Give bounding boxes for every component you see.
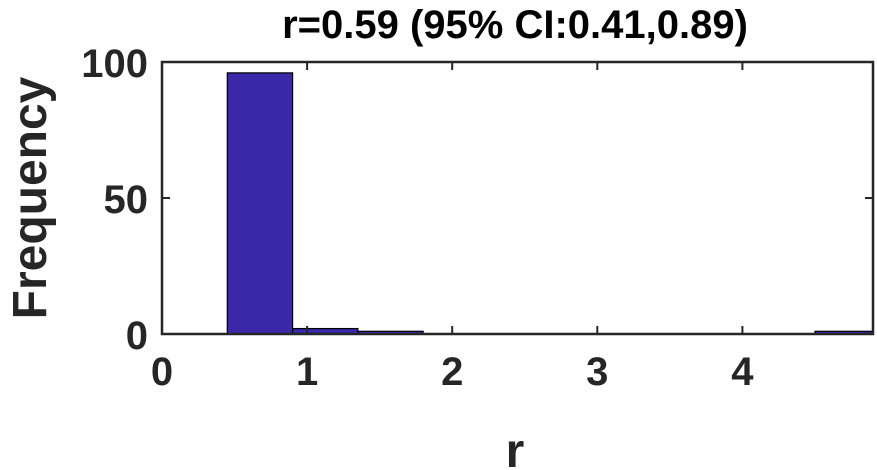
histogram-bar-0 (226, 72, 294, 335)
y-tick-label: 0 (126, 314, 148, 358)
x-tick-label: 2 (441, 350, 463, 394)
x-tick-label: 3 (586, 350, 608, 394)
y-tick-label: 100 (81, 42, 148, 86)
y-tick-label: 50 (104, 178, 149, 222)
axis-ticks: 0 1 2 3 4 0 50 100 (81, 42, 873, 394)
x-tick-label: 1 (296, 350, 318, 394)
chart-title: r=0.59 (95% CI:0.41,0.89) (282, 3, 748, 47)
x-tick-label: 0 (151, 350, 173, 394)
x-axis-label: r (506, 425, 525, 470)
histogram-bars (226, 72, 874, 335)
x-tick-label: 4 (731, 350, 754, 394)
y-axis-label: Frequency (4, 76, 57, 319)
